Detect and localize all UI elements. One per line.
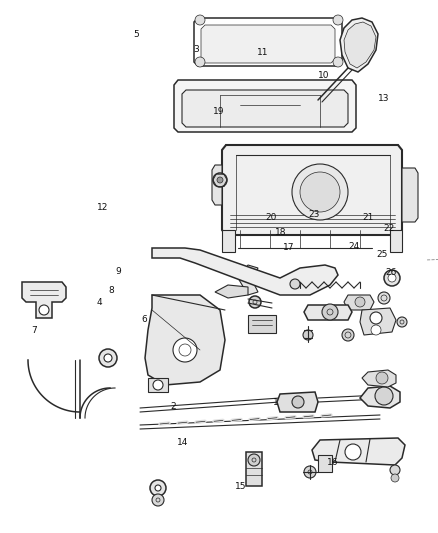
Text: 13: 13: [378, 94, 389, 103]
Text: 6: 6: [141, 316, 148, 324]
Text: 4: 4: [97, 298, 102, 307]
Polygon shape: [340, 18, 378, 72]
Text: 10: 10: [318, 71, 330, 80]
Text: 5: 5: [133, 30, 139, 39]
Polygon shape: [344, 295, 374, 310]
Text: 1: 1: [273, 398, 279, 407]
Circle shape: [304, 466, 316, 478]
Polygon shape: [277, 392, 318, 412]
Circle shape: [39, 305, 49, 315]
Polygon shape: [304, 305, 352, 320]
Text: 12: 12: [97, 204, 109, 212]
Circle shape: [99, 349, 117, 367]
Polygon shape: [212, 165, 222, 205]
Circle shape: [150, 480, 166, 496]
Text: 24: 24: [348, 242, 360, 251]
Polygon shape: [390, 230, 402, 252]
Circle shape: [173, 338, 197, 362]
Circle shape: [155, 485, 161, 491]
Polygon shape: [318, 455, 332, 472]
Circle shape: [390, 465, 400, 475]
Circle shape: [249, 296, 261, 308]
Text: 22: 22: [383, 224, 395, 232]
Circle shape: [195, 15, 205, 25]
Circle shape: [355, 297, 365, 307]
Polygon shape: [360, 308, 396, 335]
Circle shape: [333, 15, 343, 25]
Text: 7: 7: [31, 326, 37, 335]
Polygon shape: [402, 168, 418, 222]
Circle shape: [292, 396, 304, 408]
Text: 19: 19: [213, 108, 225, 116]
Polygon shape: [238, 265, 258, 295]
Circle shape: [248, 454, 260, 466]
Circle shape: [290, 279, 300, 289]
Text: 16: 16: [327, 458, 339, 467]
Circle shape: [195, 57, 205, 67]
Text: 11: 11: [257, 48, 268, 56]
Circle shape: [345, 444, 361, 460]
Text: 2: 2: [170, 402, 176, 410]
Circle shape: [376, 372, 388, 384]
Polygon shape: [360, 386, 400, 408]
Circle shape: [378, 292, 390, 304]
Polygon shape: [148, 378, 168, 392]
Text: 18: 18: [275, 229, 286, 237]
Circle shape: [152, 494, 164, 506]
Polygon shape: [201, 25, 335, 63]
Circle shape: [397, 317, 407, 327]
Circle shape: [370, 312, 382, 324]
Text: 26: 26: [385, 269, 396, 277]
Circle shape: [322, 304, 338, 320]
Circle shape: [375, 387, 393, 405]
Circle shape: [292, 164, 348, 220]
Text: 25: 25: [376, 251, 388, 259]
Circle shape: [300, 172, 340, 212]
Circle shape: [391, 474, 399, 482]
Polygon shape: [215, 285, 248, 298]
Text: 8: 8: [109, 286, 115, 295]
Polygon shape: [362, 370, 396, 387]
Text: 15: 15: [235, 482, 247, 490]
Text: 21: 21: [362, 213, 374, 222]
Polygon shape: [182, 90, 348, 127]
Text: 9: 9: [115, 268, 121, 276]
Polygon shape: [145, 295, 225, 385]
Circle shape: [303, 330, 313, 340]
Polygon shape: [344, 22, 376, 68]
Text: 3: 3: [193, 45, 199, 53]
Text: 23: 23: [308, 210, 319, 219]
Circle shape: [217, 177, 223, 183]
Text: 17: 17: [283, 244, 295, 252]
Circle shape: [384, 270, 400, 286]
Bar: [248, 315, 276, 333]
Circle shape: [388, 274, 396, 282]
Circle shape: [153, 380, 163, 390]
Polygon shape: [194, 18, 342, 66]
Circle shape: [342, 329, 354, 341]
Polygon shape: [152, 248, 338, 295]
Polygon shape: [222, 230, 235, 252]
Polygon shape: [312, 438, 405, 465]
Polygon shape: [222, 145, 402, 235]
Circle shape: [371, 325, 381, 335]
Circle shape: [213, 173, 227, 187]
Polygon shape: [174, 80, 356, 132]
Bar: [246, 452, 262, 486]
Circle shape: [104, 354, 112, 362]
Polygon shape: [22, 282, 66, 318]
Text: 14: 14: [177, 438, 189, 447]
Circle shape: [333, 57, 343, 67]
Text: 20: 20: [265, 213, 276, 222]
